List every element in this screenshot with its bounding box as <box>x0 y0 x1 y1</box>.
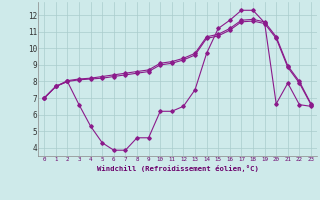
X-axis label: Windchill (Refroidissement éolien,°C): Windchill (Refroidissement éolien,°C) <box>97 165 259 172</box>
